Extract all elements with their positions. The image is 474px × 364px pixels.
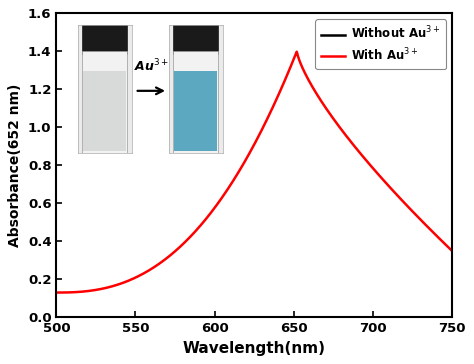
X-axis label: Wavelength(nm): Wavelength(nm) (182, 341, 326, 356)
With Au$^{3+}$ (54, 290, 59, 295)
Without Au$^{3+}$ (213, 317, 219, 321)
Without Au$^{3+}$ (449, 317, 455, 321)
Without Au$^{3+}$ (94, 317, 100, 321)
With Au$^{3+}$ (228, 183, 233, 187)
With Au$^{3+}$ (326, 110, 331, 114)
Without Au$^{3+}$ (54, 317, 59, 321)
Y-axis label: Absorbance(652 nm): Absorbance(652 nm) (9, 84, 22, 247)
Line: With Au$^{3+}$: With Au$^{3+}$ (56, 52, 452, 293)
With Au$^{3+}$ (449, 249, 455, 253)
Legend: Without Au$^{3+}$, With Au$^{3+}$: Without Au$^{3+}$, With Au$^{3+}$ (315, 19, 446, 69)
With Au$^{3+}$ (294, 50, 300, 54)
With Au$^{3+}$ (362, 157, 368, 161)
Without Au$^{3+}$ (228, 317, 233, 321)
Without Au$^{3+}$ (362, 317, 368, 321)
With Au$^{3+}$ (370, 165, 375, 170)
Text: Au$^{3+}$: Au$^{3+}$ (134, 58, 169, 74)
With Au$^{3+}$ (213, 203, 219, 208)
With Au$^{3+}$ (94, 288, 100, 292)
Without Au$^{3+}$ (325, 317, 331, 321)
Without Au$^{3+}$ (369, 317, 375, 321)
